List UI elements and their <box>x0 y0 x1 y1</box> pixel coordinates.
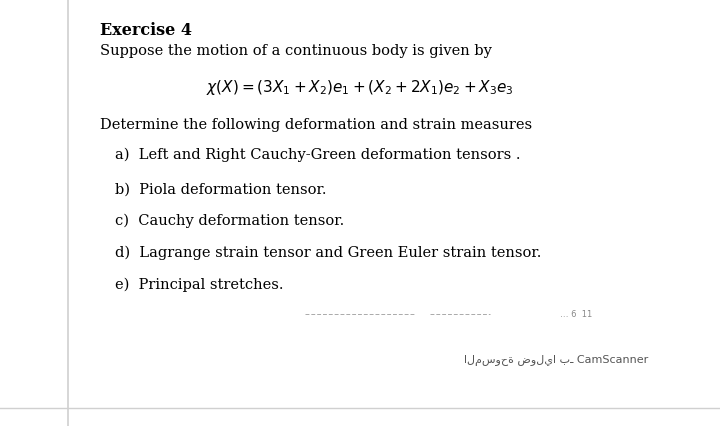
Text: d)  Lagrange strain tensor and Green Euler strain tensor.: d) Lagrange strain tensor and Green Eule… <box>115 245 541 260</box>
Text: Exercise 4: Exercise 4 <box>100 22 192 39</box>
Text: e)  Principal stretches.: e) Principal stretches. <box>115 277 284 292</box>
Text: … 6  11: … 6 11 <box>560 310 593 319</box>
Text: a)  Left and Right Cauchy-Green deformation tensors .: a) Left and Right Cauchy-Green deformati… <box>115 148 521 162</box>
Text: c)  Cauchy deformation tensor.: c) Cauchy deformation tensor. <box>115 213 344 228</box>
Text: Determine the following deformation and strain measures: Determine the following deformation and … <box>100 118 532 132</box>
Text: b)  Piola deformation tensor.: b) Piola deformation tensor. <box>115 183 326 196</box>
Text: Suppose the motion of a continuous body is given by: Suppose the motion of a continuous body … <box>100 44 492 58</box>
Text: $\chi(X) = (3X_1 + X_2)e_1 + (X_2 + 2X_1)e_2 + X_3e_3$: $\chi(X) = (3X_1 + X_2)e_1 + (X_2 + 2X_1… <box>206 78 514 97</box>
Text: المسوحة ضوليا بـ CamScanner: المسوحة ضوليا بـ CamScanner <box>464 354 648 365</box>
